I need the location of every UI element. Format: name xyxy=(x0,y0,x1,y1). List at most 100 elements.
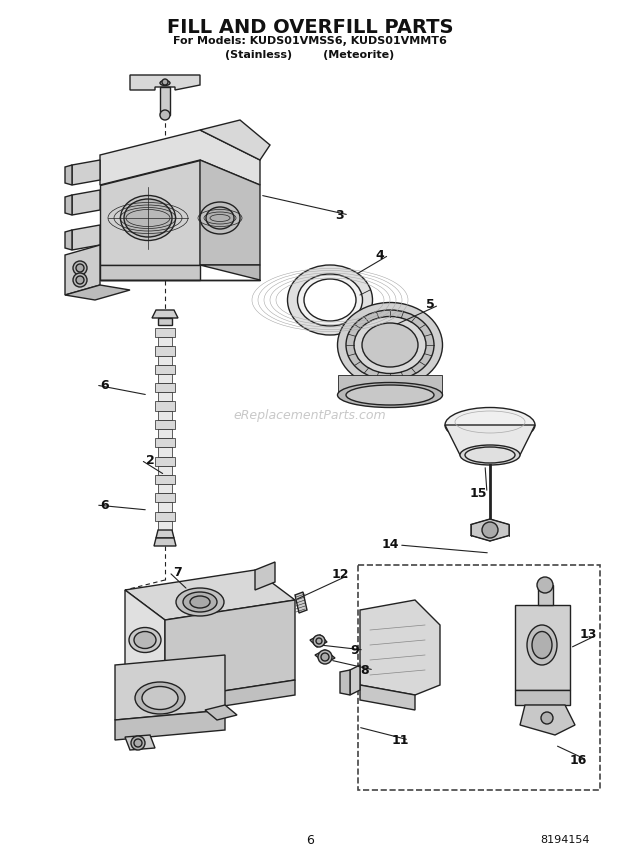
Polygon shape xyxy=(72,225,100,250)
Text: 8: 8 xyxy=(361,663,370,676)
Circle shape xyxy=(318,650,332,664)
Polygon shape xyxy=(520,705,575,735)
Polygon shape xyxy=(158,448,172,456)
Ellipse shape xyxy=(354,317,426,373)
Text: 7: 7 xyxy=(174,566,182,579)
Polygon shape xyxy=(100,160,200,265)
Ellipse shape xyxy=(288,265,373,335)
Text: 12: 12 xyxy=(331,568,348,581)
Ellipse shape xyxy=(298,274,363,326)
Ellipse shape xyxy=(134,632,156,649)
Text: 6: 6 xyxy=(100,378,109,391)
Polygon shape xyxy=(156,530,174,538)
Polygon shape xyxy=(125,570,295,620)
Ellipse shape xyxy=(190,596,210,608)
Ellipse shape xyxy=(200,202,240,234)
Ellipse shape xyxy=(337,302,443,388)
Bar xyxy=(358,565,600,790)
Ellipse shape xyxy=(346,310,434,380)
Polygon shape xyxy=(340,670,350,695)
Polygon shape xyxy=(200,120,270,160)
Circle shape xyxy=(134,739,142,747)
Polygon shape xyxy=(200,160,260,265)
Ellipse shape xyxy=(445,407,535,443)
Ellipse shape xyxy=(460,445,520,465)
Polygon shape xyxy=(152,310,178,318)
Polygon shape xyxy=(130,75,200,90)
Circle shape xyxy=(541,712,553,724)
Text: 4: 4 xyxy=(376,248,384,261)
Polygon shape xyxy=(515,690,570,705)
Polygon shape xyxy=(65,230,72,250)
Polygon shape xyxy=(155,365,175,374)
Polygon shape xyxy=(315,650,335,663)
Polygon shape xyxy=(155,493,175,502)
Polygon shape xyxy=(125,735,155,750)
Polygon shape xyxy=(158,374,172,383)
Polygon shape xyxy=(65,285,130,300)
Ellipse shape xyxy=(304,279,356,321)
Polygon shape xyxy=(445,425,535,455)
Ellipse shape xyxy=(465,447,515,463)
Polygon shape xyxy=(158,337,172,347)
Polygon shape xyxy=(158,429,172,438)
Text: eReplacementParts.com: eReplacementParts.com xyxy=(234,408,386,421)
Polygon shape xyxy=(471,519,509,541)
Polygon shape xyxy=(165,680,295,715)
Text: 14: 14 xyxy=(381,538,399,551)
Ellipse shape xyxy=(124,199,172,237)
Polygon shape xyxy=(205,705,237,720)
Text: 5: 5 xyxy=(425,299,435,312)
Polygon shape xyxy=(72,160,100,185)
Polygon shape xyxy=(158,392,172,401)
Polygon shape xyxy=(255,562,275,590)
Polygon shape xyxy=(158,484,172,493)
Circle shape xyxy=(482,522,498,538)
Polygon shape xyxy=(155,438,175,448)
Text: 11: 11 xyxy=(391,734,409,746)
Polygon shape xyxy=(360,600,440,695)
Polygon shape xyxy=(515,605,570,690)
Circle shape xyxy=(162,79,168,85)
Polygon shape xyxy=(100,265,200,280)
Polygon shape xyxy=(360,685,415,710)
Polygon shape xyxy=(72,190,100,215)
Polygon shape xyxy=(65,165,72,185)
Polygon shape xyxy=(160,87,170,115)
Polygon shape xyxy=(155,419,175,429)
Ellipse shape xyxy=(346,385,434,405)
Polygon shape xyxy=(155,512,175,520)
Text: FILL AND OVERFILL PARTS: FILL AND OVERFILL PARTS xyxy=(167,18,453,37)
Polygon shape xyxy=(350,665,360,695)
Circle shape xyxy=(73,273,87,287)
Polygon shape xyxy=(158,502,172,512)
Ellipse shape xyxy=(183,592,217,612)
Polygon shape xyxy=(158,355,172,365)
Ellipse shape xyxy=(362,323,418,367)
Polygon shape xyxy=(158,466,172,475)
Polygon shape xyxy=(100,130,260,185)
Ellipse shape xyxy=(337,383,443,407)
Ellipse shape xyxy=(206,207,234,229)
Text: 6: 6 xyxy=(100,498,109,512)
Circle shape xyxy=(76,276,84,284)
Polygon shape xyxy=(158,520,172,530)
Ellipse shape xyxy=(129,627,161,652)
Circle shape xyxy=(73,261,87,275)
Text: 8194154: 8194154 xyxy=(541,835,590,845)
Ellipse shape xyxy=(176,588,224,616)
Text: 16: 16 xyxy=(569,753,587,766)
Polygon shape xyxy=(155,347,175,355)
Polygon shape xyxy=(200,265,260,280)
Polygon shape xyxy=(155,456,175,466)
Polygon shape xyxy=(158,318,172,325)
Ellipse shape xyxy=(527,625,557,665)
Text: 6: 6 xyxy=(306,834,314,847)
Polygon shape xyxy=(155,401,175,411)
Polygon shape xyxy=(165,600,295,700)
Circle shape xyxy=(313,635,325,647)
Polygon shape xyxy=(65,245,100,295)
Text: For Models: KUDS01VMSS6, KUDS01VMMT6: For Models: KUDS01VMSS6, KUDS01VMMT6 xyxy=(173,36,447,46)
Polygon shape xyxy=(310,635,327,647)
Polygon shape xyxy=(154,538,176,546)
